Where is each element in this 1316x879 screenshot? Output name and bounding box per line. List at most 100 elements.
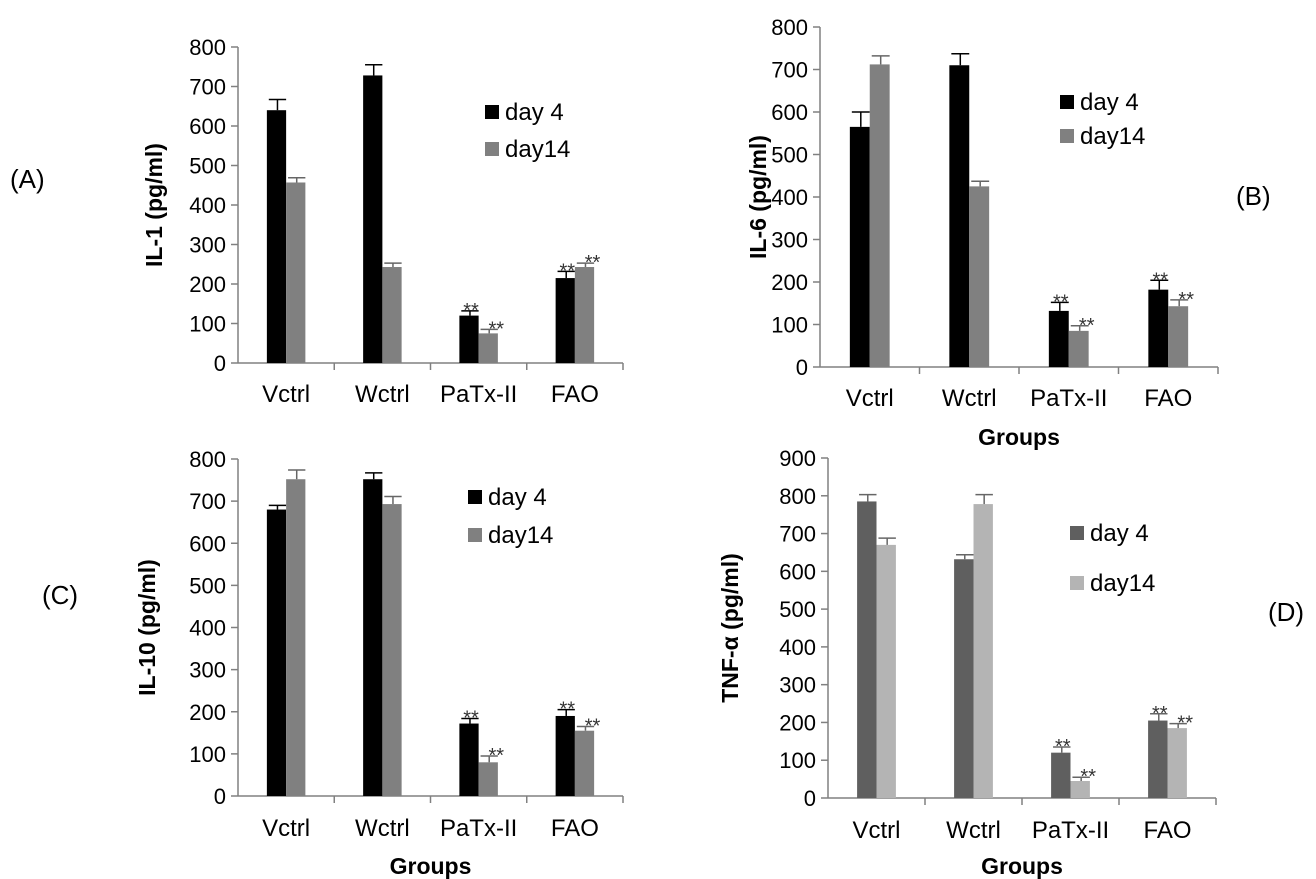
bar-day14 — [574, 730, 595, 796]
legend-swatch — [485, 105, 499, 119]
y-tick-label: 700 — [779, 522, 816, 547]
y-tick-label: 400 — [779, 635, 816, 660]
bar-day4 — [459, 723, 479, 796]
y-axis-title: TNF-α (pg/ml) — [717, 553, 743, 703]
y-tick-label: 500 — [189, 573, 226, 598]
y-axis-title: IL-10 (pg/ml) — [134, 559, 160, 696]
y-tick-label: 200 — [189, 272, 226, 297]
y-tick-label: 800 — [189, 35, 226, 60]
significance-mark: ** — [585, 252, 601, 274]
bar-day14 — [973, 504, 993, 798]
chart-panel-2: (C) 0 100 200 300 400 500 600 700 800 IL-10 (pg/ml… — [42, 447, 624, 879]
bar-day14 — [478, 333, 498, 363]
y-tick-label: 300 — [189, 233, 226, 258]
significance-mark: ** — [585, 715, 601, 737]
bar-day4 — [949, 65, 970, 367]
legend-label: day14 — [1080, 123, 1145, 150]
y-axis-title: IL-1 (pg/ml) — [141, 143, 167, 267]
bar-day14 — [1070, 781, 1090, 798]
bar-day14 — [286, 479, 306, 796]
y-tick-label: 200 — [189, 700, 226, 725]
x-tick-label: Wctrl — [946, 817, 1001, 844]
y-tick-label: 300 — [771, 228, 808, 253]
y-tick-label: 800 — [779, 484, 816, 509]
bar-day4 — [266, 509, 287, 796]
legend-swatch — [468, 528, 482, 542]
legend-swatch — [1070, 576, 1084, 590]
y-tick-label: 200 — [779, 710, 816, 735]
panel-label: (C) — [42, 580, 78, 610]
bar-day4 — [266, 110, 287, 363]
bar-day4 — [459, 315, 479, 363]
y-tick-label: 200 — [771, 270, 808, 295]
y-tick-label: 800 — [771, 15, 808, 40]
x-tick-label: FAO — [1144, 385, 1192, 412]
y-tick-label: 100 — [771, 313, 808, 338]
significance-mark: ** — [1055, 736, 1071, 758]
bar-day14 — [382, 504, 402, 796]
y-tick-label: 600 — [779, 559, 816, 584]
significance-mark: ** — [488, 745, 504, 767]
legend-swatch — [1070, 526, 1084, 540]
y-tick-label: 900 — [779, 446, 816, 471]
y-tick-label: 500 — [189, 154, 226, 179]
x-tick-label: Wctrl — [355, 815, 410, 842]
y-tick-label: 100 — [779, 748, 816, 773]
y-tick-label: 700 — [189, 75, 226, 100]
bar-day4 — [849, 126, 870, 367]
y-tick-label: 400 — [189, 616, 226, 641]
significance-mark: ** — [559, 260, 575, 282]
significance-mark: ** — [1080, 766, 1096, 788]
x-tick-label: Wctrl — [942, 385, 997, 412]
bar-day4 — [555, 278, 575, 363]
legend-swatch — [468, 490, 482, 504]
chart-panel-1: (B) 0 100 200 300 400 500 600 700 800 IL-6 (pg/ml)… — [745, 15, 1271, 450]
panel-label: (B) — [1236, 181, 1271, 211]
x-tick-label: FAO — [551, 381, 599, 408]
bar-day14 — [1167, 728, 1187, 798]
y-tick-label: 100 — [189, 742, 226, 767]
x-tick-label: Wctrl — [355, 381, 410, 408]
x-axis-title: Groups — [978, 424, 1060, 450]
bar-day14 — [869, 64, 890, 368]
y-tick-label: 800 — [189, 447, 226, 472]
bar-day4 — [954, 559, 974, 798]
bar-day14 — [478, 762, 498, 796]
y-tick-label: 700 — [189, 489, 226, 514]
legend-label: day14 — [1090, 570, 1155, 597]
y-tick-label: 0 — [214, 351, 226, 376]
significance-mark: ** — [1079, 315, 1095, 337]
bar-day14 — [876, 544, 896, 798]
bar-day4 — [363, 75, 383, 363]
bar-day14 — [574, 267, 595, 363]
chart-panel-3: (D) 0 100 200 300 400 500 600 700 800 900 TNF-α (pg… — [717, 446, 1304, 879]
bar-day14 — [286, 182, 306, 363]
legend-label: day14 — [505, 136, 570, 163]
legend-label: day 4 — [488, 484, 547, 511]
y-tick-label: 400 — [189, 193, 226, 218]
bar-day14 — [969, 186, 990, 367]
legend-label: day14 — [488, 522, 553, 549]
y-tick-label: 500 — [771, 143, 808, 168]
y-axis-title: IL-6 (pg/ml) — [745, 135, 771, 259]
x-axis-title: Groups — [390, 853, 472, 879]
x-tick-label: FAO — [1143, 817, 1191, 844]
y-tick-label: 600 — [189, 114, 226, 139]
y-tick-label: 0 — [214, 784, 226, 809]
legend-swatch — [1060, 95, 1074, 109]
y-tick-label: 0 — [804, 786, 816, 811]
y-tick-label: 700 — [771, 58, 808, 83]
bar-day4 — [363, 479, 383, 796]
legend-swatch — [1060, 129, 1074, 143]
legend-label: day 4 — [1090, 520, 1149, 547]
legend-label: day 4 — [1080, 89, 1139, 116]
significance-mark: ** — [1178, 289, 1194, 311]
significance-mark: ** — [488, 318, 504, 340]
significance-mark: ** — [463, 707, 479, 729]
chart-panel-0: (A) 0 100 200 300 400 500 600 700 800 IL-1 (pg/ml)… — [10, 35, 624, 408]
significance-mark: ** — [1177, 713, 1193, 735]
x-tick-label: PaTx-II — [440, 815, 517, 842]
y-tick-label: 400 — [771, 185, 808, 210]
y-tick-label: 0 — [796, 355, 808, 380]
bar-day14 — [1168, 306, 1189, 367]
